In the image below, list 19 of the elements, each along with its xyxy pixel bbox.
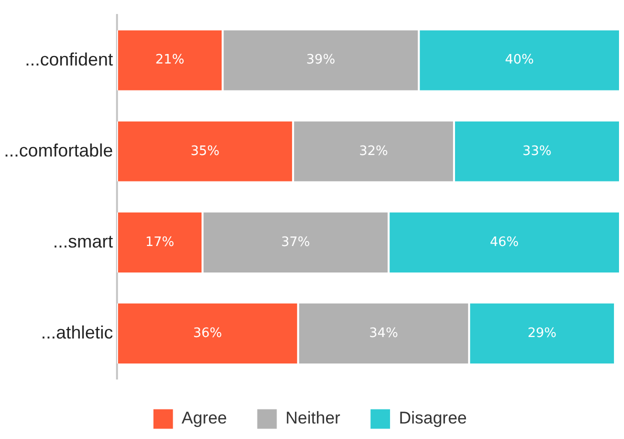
data-label: 36% (193, 326, 222, 341)
data-label: 32% (359, 144, 388, 159)
data-label: 37% (281, 234, 310, 250)
y-tick-label: ...athletic (41, 322, 114, 342)
y-tick-label: ...smart (53, 231, 114, 252)
legend-label: Agree (182, 408, 228, 428)
y-tick-label: ...confident (24, 49, 114, 70)
y-tick-label: ...comfortable (4, 140, 114, 160)
data-label: 39% (306, 52, 336, 68)
data-label: 40% (504, 52, 534, 68)
data-label: 33% (522, 144, 552, 159)
legend-label: Neither (286, 408, 341, 428)
data-label: 29% (528, 326, 556, 341)
data-label: 21% (155, 52, 184, 68)
data-label: 34% (369, 326, 398, 341)
data-label: 17% (145, 234, 174, 250)
legend-label: Disagree (398, 408, 467, 428)
data-label: 46% (490, 234, 519, 250)
data-label: 35% (190, 144, 220, 159)
